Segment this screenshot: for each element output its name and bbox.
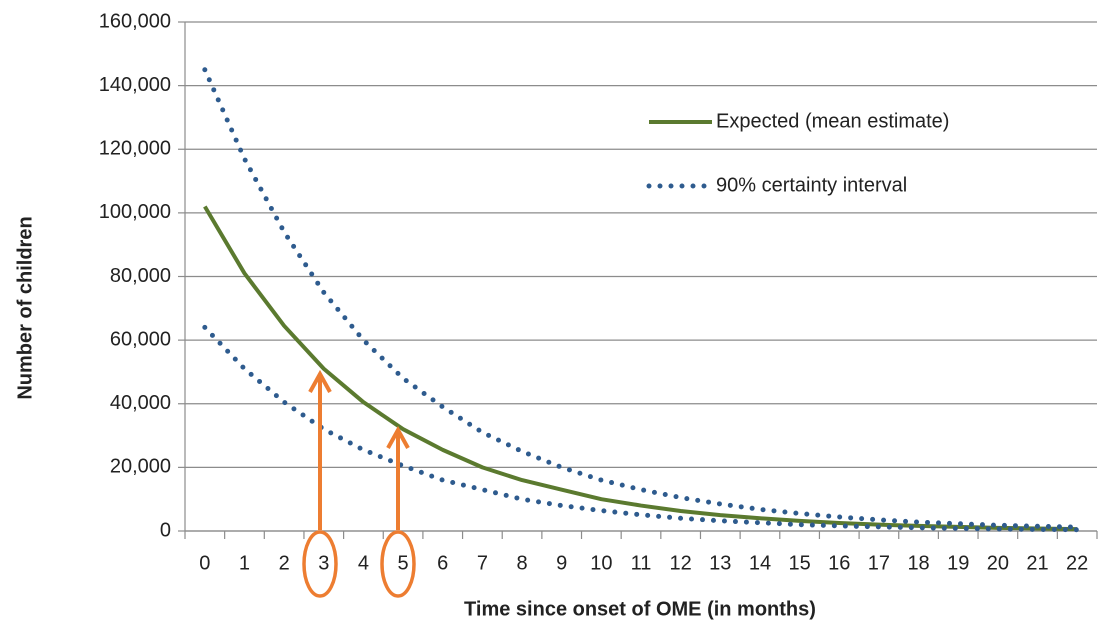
x-tick-label: 18: [907, 552, 929, 574]
y-tick-label: 0: [160, 519, 171, 541]
y-tick-label: 140,000: [99, 74, 171, 96]
y-tick-label: 40,000: [110, 392, 171, 414]
x-tick-label: 8: [516, 552, 527, 574]
x-tick-label: 0: [199, 552, 210, 574]
x-tick-label: 7: [477, 552, 488, 574]
x-tick-label: 11: [631, 552, 652, 574]
y-tick-label: 20,000: [110, 456, 171, 478]
x-tick-label: 13: [709, 552, 731, 574]
x-tick-label: 5: [398, 552, 409, 574]
x-tick-label: 22: [1066, 552, 1088, 574]
x-tick-label: 3: [318, 552, 329, 574]
arrow-head: [386, 425, 410, 449]
y-tick-label: 100,000: [99, 201, 171, 223]
data-line: [203, 205, 1078, 532]
x-tick-label: 21: [1026, 552, 1048, 574]
legend-label: Expected (mean estimate): [716, 110, 949, 132]
legend-label: 90% certainty interval: [716, 174, 907, 196]
y-tick-label: 120,000: [99, 138, 171, 160]
x-tick-label: 20: [987, 552, 1009, 574]
x-tick-label: 1: [239, 552, 250, 574]
x-axis-title: Time since onset of OME (in months): [464, 598, 816, 620]
x-tick-label: 2: [279, 552, 290, 574]
interval-line: [202, 67, 1080, 530]
x-tick-label: 16: [828, 552, 850, 574]
x-tick-label: 10: [590, 552, 612, 574]
x-tick-label: 15: [788, 552, 810, 574]
x-tick-label: 17: [868, 552, 890, 574]
interval-line: [202, 324, 1080, 533]
x-tick-label: 12: [670, 552, 692, 574]
highlight-circle: [380, 530, 416, 598]
x-tick-label: 6: [437, 552, 448, 574]
x-tick-label: 4: [358, 552, 369, 574]
x-tick-label: 14: [749, 552, 771, 574]
y-tick-label: 80,000: [110, 265, 171, 287]
arrow-head: [308, 369, 332, 393]
y-tick-label: 60,000: [110, 328, 171, 350]
y-axis-title: Number of children: [14, 216, 36, 399]
x-tick-label: 19: [947, 552, 969, 574]
highlight-circle: [302, 530, 338, 598]
annotations: [302, 369, 416, 598]
y-tick-label: 160,000: [99, 10, 171, 32]
x-tick-label: 9: [556, 552, 567, 574]
